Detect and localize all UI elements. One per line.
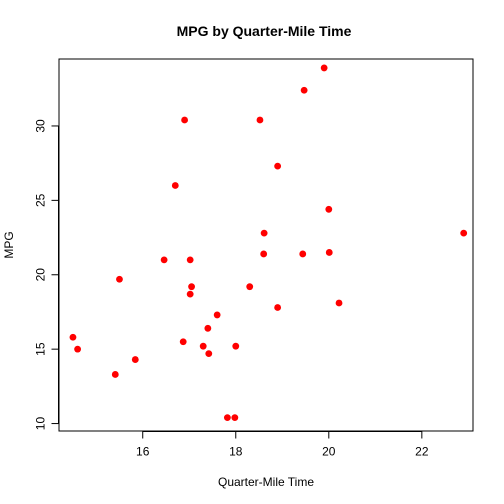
data-point bbox=[131, 356, 139, 363]
y-tick-label: 25 bbox=[34, 193, 48, 207]
data-point bbox=[260, 229, 268, 237]
data-point bbox=[232, 342, 240, 350]
x-tick-label: 18 bbox=[229, 445, 243, 459]
data-point bbox=[213, 311, 221, 319]
y-tick-label: 10 bbox=[34, 417, 48, 431]
data-point bbox=[160, 256, 168, 264]
data-point bbox=[186, 290, 194, 298]
data-point bbox=[274, 162, 282, 170]
y-axis: 10 15 20 25 30 bbox=[34, 119, 59, 430]
data-point bbox=[171, 182, 179, 189]
x-tick-label: 22 bbox=[415, 445, 429, 459]
data-point bbox=[111, 371, 119, 378]
data-point bbox=[179, 338, 187, 346]
data-point bbox=[460, 229, 468, 237]
data-point bbox=[300, 86, 308, 94]
data-point bbox=[260, 250, 268, 258]
data-point bbox=[205, 350, 213, 358]
data-point bbox=[320, 64, 328, 72]
data-point bbox=[274, 304, 282, 311]
data-point bbox=[116, 275, 123, 283]
x-axis-label: Quarter-Mile Time bbox=[218, 475, 314, 489]
data-point bbox=[181, 116, 188, 124]
x-axis: 16 18 20 22 bbox=[136, 431, 429, 459]
data-point bbox=[186, 256, 194, 264]
chart-title: MPG by Quarter-Mile Time bbox=[177, 23, 352, 39]
data-point bbox=[246, 283, 254, 291]
data-point bbox=[223, 414, 231, 422]
y-axis-label: MPG bbox=[2, 231, 16, 258]
y-tick-label: 20 bbox=[34, 268, 48, 282]
data-point bbox=[199, 342, 207, 350]
data-point bbox=[325, 205, 333, 213]
data-point bbox=[69, 333, 77, 341]
x-tick-label: 16 bbox=[136, 445, 150, 459]
data-points bbox=[69, 64, 468, 422]
data-point bbox=[256, 116, 264, 124]
data-point bbox=[188, 283, 195, 291]
data-point bbox=[74, 345, 82, 353]
data-point bbox=[335, 299, 343, 307]
data-point bbox=[231, 414, 239, 422]
x-tick-label: 20 bbox=[322, 445, 336, 459]
y-tick-label: 15 bbox=[34, 342, 48, 356]
data-point bbox=[325, 249, 333, 256]
y-tick-label: 30 bbox=[34, 119, 48, 133]
plot-frame bbox=[58, 58, 474, 432]
data-point bbox=[299, 250, 307, 258]
data-point bbox=[204, 324, 212, 332]
